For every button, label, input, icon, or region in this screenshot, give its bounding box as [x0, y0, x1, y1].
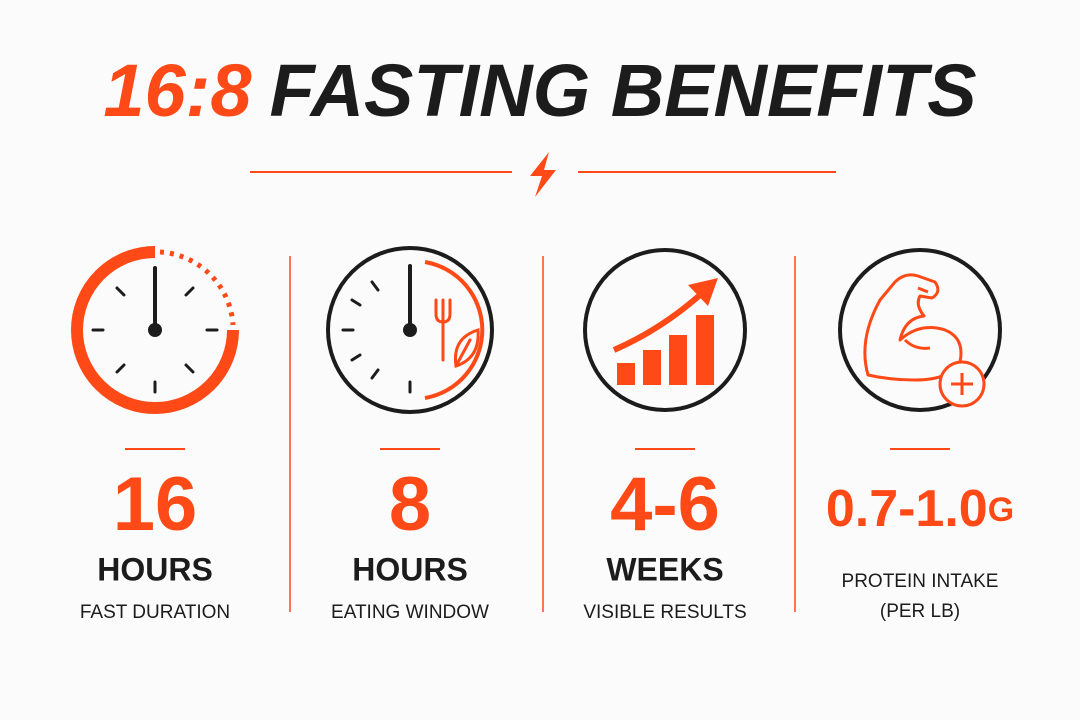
muscle-icon	[838, 248, 1002, 412]
clock-icon	[71, 246, 239, 414]
title-rest: FASTING BENEFITS	[269, 49, 976, 132]
stat-value: 0.7-1.0G	[826, 480, 1014, 538]
stat-value: 16	[113, 462, 198, 547]
stat-unit: HOURS	[352, 551, 468, 587]
stat-label: FAST DURATION	[80, 602, 230, 623]
stat-label: PROTEIN INTAKE	[842, 571, 999, 592]
stat-suffix: G	[988, 491, 1014, 529]
growth-icon	[583, 248, 747, 412]
stat-value: 8	[389, 462, 431, 547]
stat-label: (PER LB)	[880, 601, 960, 622]
stat-unit: WEEKS	[606, 551, 723, 587]
stat-number: 0.7-1.0	[826, 480, 988, 538]
stat-label: EATING WINDOW	[331, 602, 489, 623]
stat-value: 4-6	[610, 462, 720, 547]
stat-label: VISIBLE RESULTS	[583, 602, 746, 623]
title: 16:8 FASTING BENEFITS	[103, 49, 976, 132]
stat-unit: HOURS	[97, 551, 213, 587]
title-divider	[250, 152, 836, 197]
eating-clock-icon	[326, 246, 494, 414]
title-highlight: 16:8	[103, 49, 252, 132]
column-dividers	[289, 256, 796, 612]
